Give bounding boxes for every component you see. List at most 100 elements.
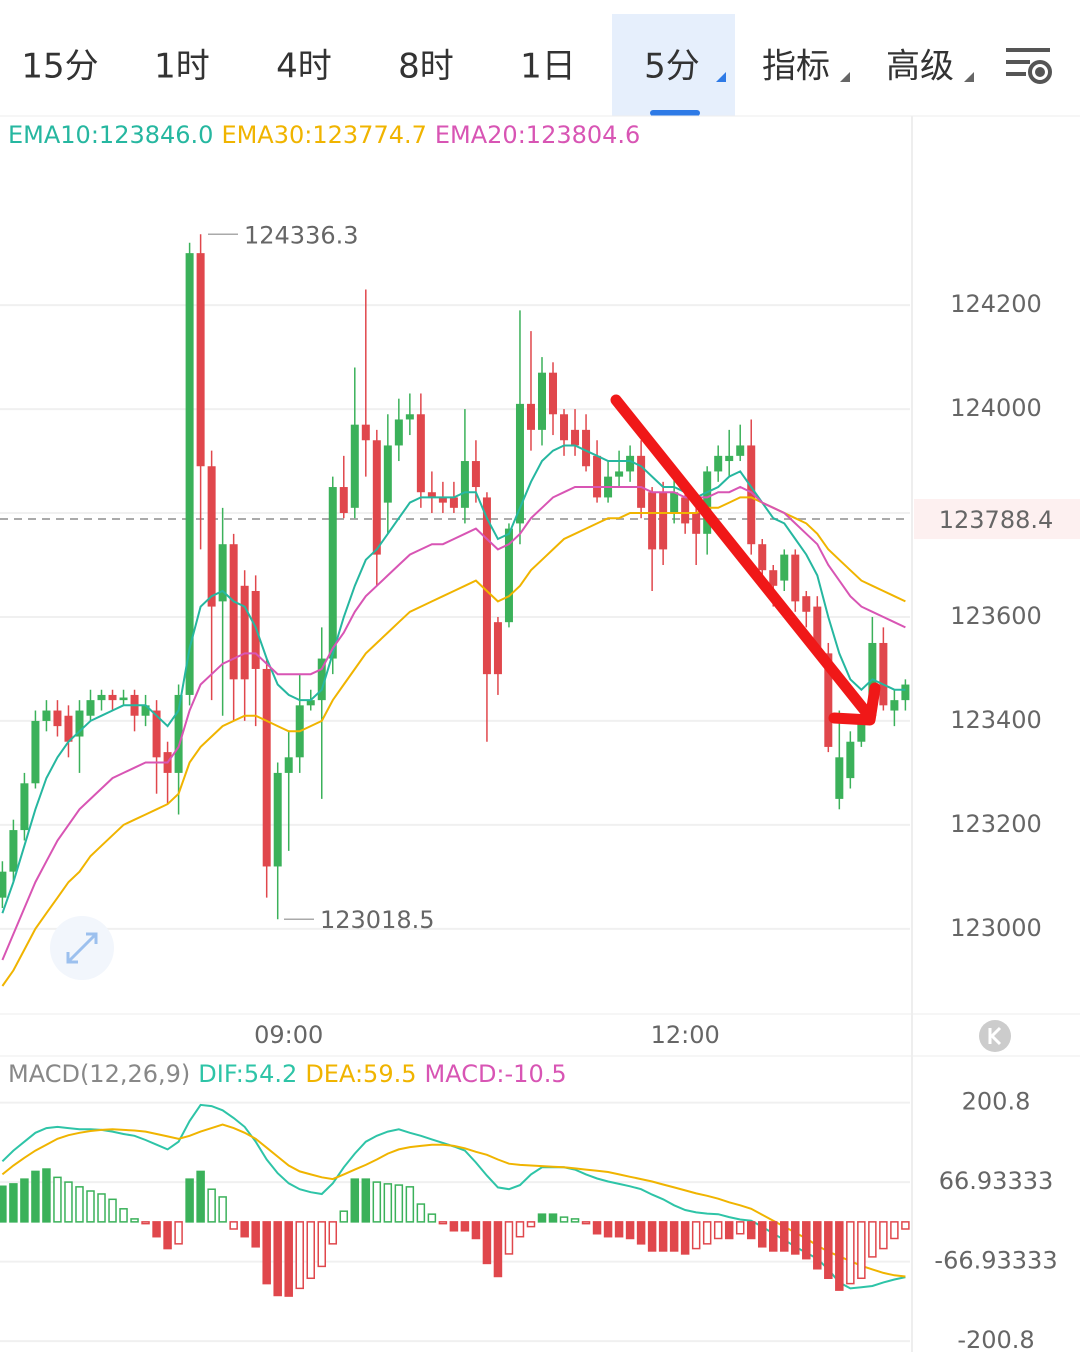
histogram-bar	[647, 1221, 657, 1252]
candle-body	[229, 544, 238, 680]
candle-body	[460, 461, 469, 508]
histogram-bar	[581, 1221, 591, 1225]
histogram-bar	[130, 1218, 139, 1223]
candle-body	[42, 710, 51, 721]
candle-body	[615, 471, 624, 477]
histogram-bar	[835, 1221, 844, 1291]
tab-bar: 15分 1时 4时 8时 1日 5分 指标 高级	[21, 14, 974, 116]
candle-body	[141, 705, 150, 716]
y-tick-label: -66.93333	[934, 1247, 1057, 1275]
histogram-bar	[625, 1221, 635, 1240]
candle-body	[394, 419, 403, 446]
candle-body	[339, 487, 348, 514]
y-tick-label: 200.8	[962, 1088, 1031, 1116]
y-tick-label: 123600	[950, 602, 1042, 630]
histogram-bar	[526, 1221, 536, 1228]
settings-icon[interactable]	[1006, 48, 1052, 84]
legend: EMA10:123846.0 EMA30:123774.7 EMA20:123804…	[8, 121, 640, 149]
histogram-bar	[757, 1221, 767, 1248]
legend-value: 123774.7	[312, 121, 427, 149]
ema-line	[1, 444, 906, 914]
legend: MACD(12,26,9) DIF:54.2 DEA:59.5 MACD:-10.5	[8, 1060, 567, 1088]
candle-body	[471, 461, 480, 488]
candle-body	[493, 622, 502, 675]
candle-body	[53, 710, 62, 727]
candle-body	[449, 497, 458, 508]
histogram-bar	[559, 1216, 569, 1223]
last-price-box	[914, 499, 1080, 540]
candle-body	[185, 253, 194, 695]
histogram-bar	[824, 1221, 833, 1280]
candle-body	[714, 455, 723, 472]
candle-body	[857, 715, 866, 742]
candle-body	[537, 372, 546, 430]
histogram-bar	[383, 1183, 393, 1223]
histogram-bar	[691, 1221, 701, 1250]
tab[interactable]: 15分	[21, 47, 98, 87]
candle-body	[593, 455, 602, 498]
candle-body	[218, 544, 227, 602]
histogram-bar	[119, 1208, 128, 1223]
candle-body	[703, 471, 712, 534]
candle-body	[328, 487, 337, 659]
candle-body	[504, 528, 513, 623]
histogram-bar	[680, 1221, 690, 1255]
candle-body	[681, 497, 690, 524]
macd-line	[1, 1123, 906, 1278]
ema-line	[1, 485, 906, 961]
candle-body	[482, 497, 491, 675]
histogram-bar	[372, 1181, 382, 1223]
candle-body	[824, 653, 833, 747]
candle-body	[0, 871, 7, 898]
candle-body	[549, 372, 558, 415]
candle-body	[174, 694, 183, 773]
candle-body	[648, 492, 657, 550]
legend-value: -10.5	[505, 1060, 567, 1088]
tab[interactable]: 4时	[276, 47, 332, 87]
candle-body	[108, 694, 117, 701]
legend-name: DIF:	[198, 1060, 244, 1088]
histogram-bar	[86, 1190, 95, 1223]
legend-name: DEA:	[305, 1060, 363, 1088]
histogram-bar	[471, 1221, 481, 1240]
candle-body	[361, 424, 370, 441]
candle-body	[560, 414, 569, 441]
histogram-bar	[251, 1221, 260, 1248]
candle-body	[317, 658, 326, 701]
candle-body	[306, 700, 315, 706]
histogram-bar	[901, 1221, 910, 1230]
candle-body	[383, 445, 392, 503]
candle-body	[196, 253, 205, 467]
histogram-bar	[857, 1221, 866, 1280]
histogram-bar	[218, 1196, 227, 1223]
tab[interactable]: 5分	[644, 47, 700, 87]
candle-body	[890, 700, 899, 711]
histogram-bar	[669, 1221, 679, 1252]
histogram-bar	[603, 1221, 613, 1238]
tab[interactable]: 1时	[154, 47, 210, 87]
candle-body	[64, 715, 73, 742]
ema-line	[1, 496, 906, 987]
histogram-bar	[53, 1176, 62, 1223]
tab[interactable]: 高级	[886, 47, 954, 87]
histogram-bar	[141, 1221, 150, 1225]
histogram-bar	[328, 1221, 338, 1245]
expand-button[interactable]	[50, 916, 114, 980]
histogram-bar	[702, 1221, 712, 1245]
reset-button[interactable]	[979, 1020, 1011, 1052]
dropdown-caret	[840, 72, 850, 82]
histogram-bar	[295, 1221, 304, 1290]
candle-body	[515, 403, 524, 524]
y-tick-label: 123400	[950, 706, 1042, 734]
histogram-bar	[64, 1181, 73, 1223]
tab[interactable]: 1日	[520, 47, 576, 87]
histogram-bar	[174, 1221, 183, 1245]
candle-body	[637, 455, 646, 508]
candle-body	[736, 445, 745, 456]
histogram-bar	[658, 1221, 668, 1252]
tab[interactable]: 8时	[398, 47, 454, 87]
histogram-bar	[284, 1221, 293, 1297]
histogram-bar	[482, 1221, 492, 1265]
histogram-bar	[317, 1221, 327, 1268]
tab[interactable]: 指标	[762, 47, 830, 87]
